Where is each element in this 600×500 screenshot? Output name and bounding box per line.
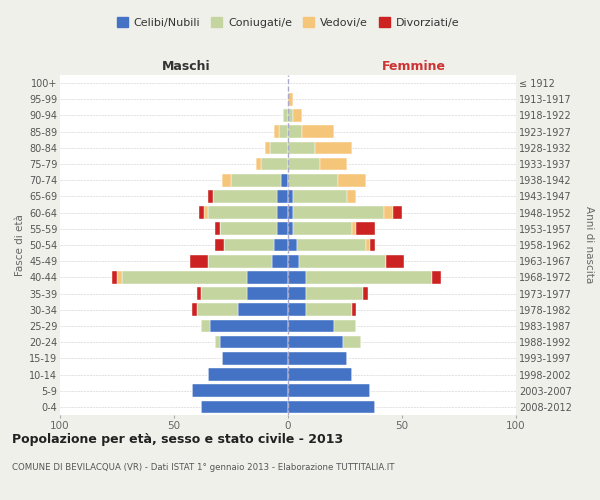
Bar: [288, 190, 293, 202]
Bar: [122, 271, 247, 283]
Bar: [431, 271, 441, 283]
Bar: [256, 158, 260, 170]
Bar: [316, 142, 352, 154]
Bar: [283, 109, 288, 122]
Bar: [288, 304, 306, 316]
Bar: [288, 238, 297, 252]
Bar: [293, 206, 384, 219]
Bar: [265, 142, 270, 154]
Bar: [215, 222, 220, 235]
Bar: [203, 206, 208, 219]
Bar: [213, 190, 277, 202]
Bar: [297, 238, 365, 252]
Bar: [306, 271, 431, 283]
Bar: [288, 271, 306, 283]
Bar: [288, 255, 299, 268]
Bar: [320, 158, 347, 170]
Bar: [238, 304, 288, 316]
Bar: [288, 142, 316, 154]
Bar: [279, 126, 288, 138]
Bar: [384, 206, 393, 219]
Bar: [386, 255, 404, 268]
Bar: [363, 288, 368, 300]
Bar: [334, 320, 356, 332]
Bar: [222, 352, 288, 364]
Bar: [260, 158, 288, 170]
Bar: [190, 255, 208, 268]
Bar: [352, 222, 356, 235]
Bar: [277, 222, 288, 235]
Bar: [270, 142, 288, 154]
Y-axis label: Fasce di età: Fasce di età: [14, 214, 25, 276]
Bar: [288, 368, 352, 381]
Bar: [356, 222, 374, 235]
Bar: [231, 174, 281, 186]
Bar: [306, 288, 363, 300]
Bar: [288, 222, 293, 235]
Bar: [343, 336, 361, 348]
Bar: [202, 288, 247, 300]
Bar: [112, 271, 117, 283]
Bar: [293, 109, 302, 122]
Bar: [288, 93, 293, 106]
Bar: [338, 174, 365, 186]
Bar: [288, 384, 370, 397]
Bar: [272, 255, 288, 268]
Bar: [277, 190, 288, 202]
Bar: [274, 126, 279, 138]
Bar: [288, 126, 302, 138]
Bar: [288, 206, 293, 219]
Bar: [117, 271, 122, 283]
Bar: [288, 288, 306, 300]
Text: Popolazione per età, sesso e stato civile - 2013: Popolazione per età, sesso e stato civil…: [12, 432, 343, 446]
Bar: [352, 304, 356, 316]
Bar: [247, 288, 288, 300]
Bar: [224, 238, 274, 252]
Bar: [197, 304, 238, 316]
Bar: [202, 400, 288, 413]
Bar: [365, 238, 370, 252]
Bar: [302, 126, 334, 138]
Bar: [293, 190, 347, 202]
Bar: [281, 174, 288, 186]
Bar: [293, 222, 352, 235]
Text: COMUNE DI BEVILACQUA (VR) - Dati ISTAT 1° gennaio 2013 - Elaborazione TUTTITALIA: COMUNE DI BEVILACQUA (VR) - Dati ISTAT 1…: [12, 462, 395, 471]
Bar: [222, 174, 231, 186]
Bar: [347, 190, 356, 202]
Bar: [192, 384, 288, 397]
Bar: [197, 288, 202, 300]
Text: Maschi: Maschi: [161, 60, 211, 72]
Legend: Celibi/Nubili, Coniugati/e, Vedovi/e, Divorziati/e: Celibi/Nubili, Coniugati/e, Vedovi/e, Di…: [112, 13, 464, 32]
Bar: [202, 320, 211, 332]
Bar: [277, 206, 288, 219]
Bar: [288, 352, 347, 364]
Text: Anni di nascita: Anni di nascita: [584, 206, 594, 284]
Bar: [247, 271, 288, 283]
Bar: [208, 190, 213, 202]
Bar: [288, 320, 334, 332]
Bar: [299, 255, 386, 268]
Bar: [288, 336, 343, 348]
Bar: [370, 238, 374, 252]
Bar: [211, 320, 288, 332]
Bar: [199, 206, 203, 219]
Bar: [208, 368, 288, 381]
Bar: [306, 304, 352, 316]
Bar: [208, 206, 277, 219]
Bar: [215, 238, 224, 252]
Bar: [274, 238, 288, 252]
Bar: [393, 206, 402, 219]
Bar: [288, 174, 338, 186]
Bar: [288, 109, 293, 122]
Bar: [220, 222, 277, 235]
Bar: [208, 255, 272, 268]
Bar: [192, 304, 197, 316]
Bar: [288, 158, 320, 170]
Bar: [288, 400, 374, 413]
Bar: [220, 336, 288, 348]
Bar: [215, 336, 220, 348]
Text: Femmine: Femmine: [382, 60, 446, 72]
